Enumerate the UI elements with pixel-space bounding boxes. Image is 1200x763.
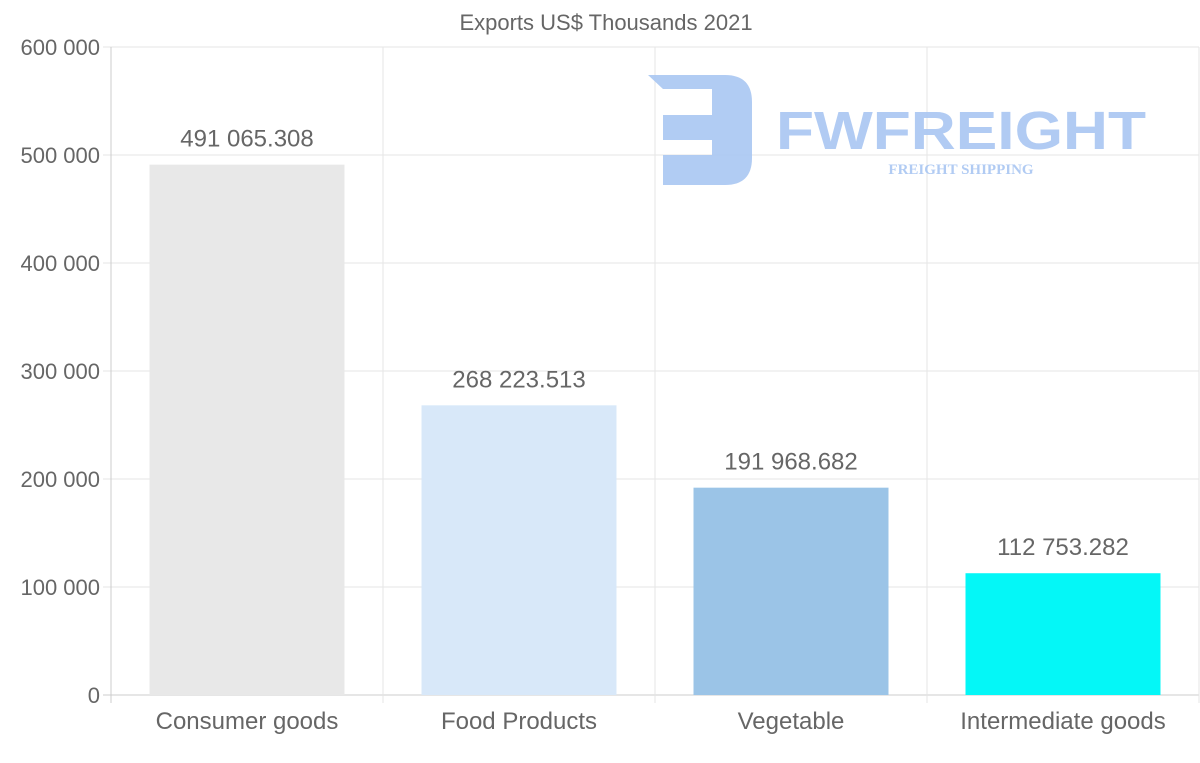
- y-tick-label: 300 000: [20, 359, 100, 384]
- bar-0: [149, 164, 345, 695]
- y-tick-label: 200 000: [20, 467, 100, 492]
- chart-title: Exports US$ Thousands 2021: [459, 10, 752, 35]
- bar-2: [693, 487, 889, 695]
- data-label: 191 968.682: [724, 449, 857, 476]
- x-tick-label: Vegetable: [738, 708, 845, 735]
- watermark-logo: FWFREIGHT FREIGHT SHIPPING: [648, 75, 1146, 185]
- bar-3: [965, 573, 1161, 695]
- bar-1: [421, 405, 617, 695]
- data-label: 112 753.282: [997, 534, 1129, 561]
- data-label: 268 223.513: [452, 366, 585, 393]
- x-tick-label: Food Products: [441, 708, 597, 735]
- x-tick-label: Intermediate goods: [960, 708, 1165, 735]
- y-tick-label: 600 000: [20, 35, 100, 60]
- y-tick-label: 400 000: [20, 251, 100, 276]
- x-tick-label: Consumer goods: [156, 708, 339, 735]
- y-tick-label: 500 000: [20, 143, 100, 168]
- watermark-brand: FWFREIGHT: [776, 101, 1146, 161]
- y-tick-label: 0: [88, 683, 100, 708]
- logo-mark-icon: [648, 75, 752, 185]
- data-label: 491 065.308: [180, 126, 313, 153]
- watermark-tagline: FREIGHT SHIPPING: [888, 162, 1033, 178]
- y-tick-label: 100 000: [20, 575, 100, 600]
